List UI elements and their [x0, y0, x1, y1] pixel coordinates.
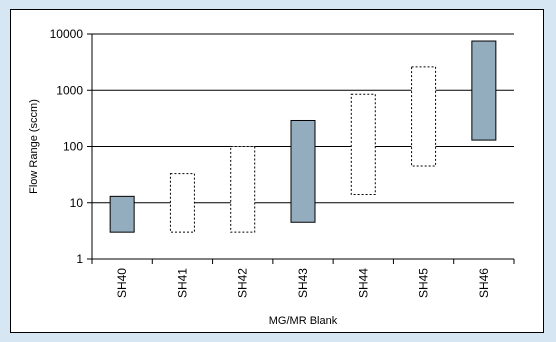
y-tick-label: 100 [63, 140, 83, 154]
x-tick-label: SH41 [175, 268, 189, 298]
range-bar-sh40 [109, 195, 135, 233]
range-bar-sh46 [471, 40, 497, 141]
range-bars [109, 40, 497, 233]
x-tick-label: SH42 [236, 268, 250, 298]
range-bar-sh44 [350, 93, 376, 196]
x-tick-label: SH45 [417, 268, 431, 298]
x-tick-labels: SH40 SH41 SH42 SH43 SH44 SH45 SH46 [115, 268, 491, 298]
range-bar-sh42 [230, 146, 256, 233]
range-bar-sh43 [290, 119, 316, 223]
x-tick-label: SH44 [356, 268, 370, 298]
x-tick-label: SH43 [296, 268, 310, 298]
y-axis-title: Flow Range (sccm) [28, 99, 40, 194]
axes [87, 33, 515, 264]
range-bar-sh45 [411, 66, 437, 167]
y-tick-label: 1 [76, 252, 83, 266]
range-bar-sh41 [169, 173, 195, 233]
x-tick-label: SH46 [477, 268, 491, 298]
flow-range-chart: 1 10 100 1000 10000 SH40 SH41 SH42 SH43 SH44 SH45… [28, 27, 515, 327]
y-tick-label: 10 [70, 196, 84, 210]
y-tick-label: 10000 [50, 27, 84, 41]
chart-frame: 1 10 100 1000 10000 SH40 SH41 SH42 SH43 SH44 SH45… [10, 9, 544, 333]
x-axis-title: MG/MR Blank [269, 315, 338, 327]
y-tick-label: 1000 [56, 83, 83, 97]
y-tick-labels: 1 10 100 1000 10000 [50, 27, 84, 266]
x-tick-label: SH40 [115, 268, 129, 298]
